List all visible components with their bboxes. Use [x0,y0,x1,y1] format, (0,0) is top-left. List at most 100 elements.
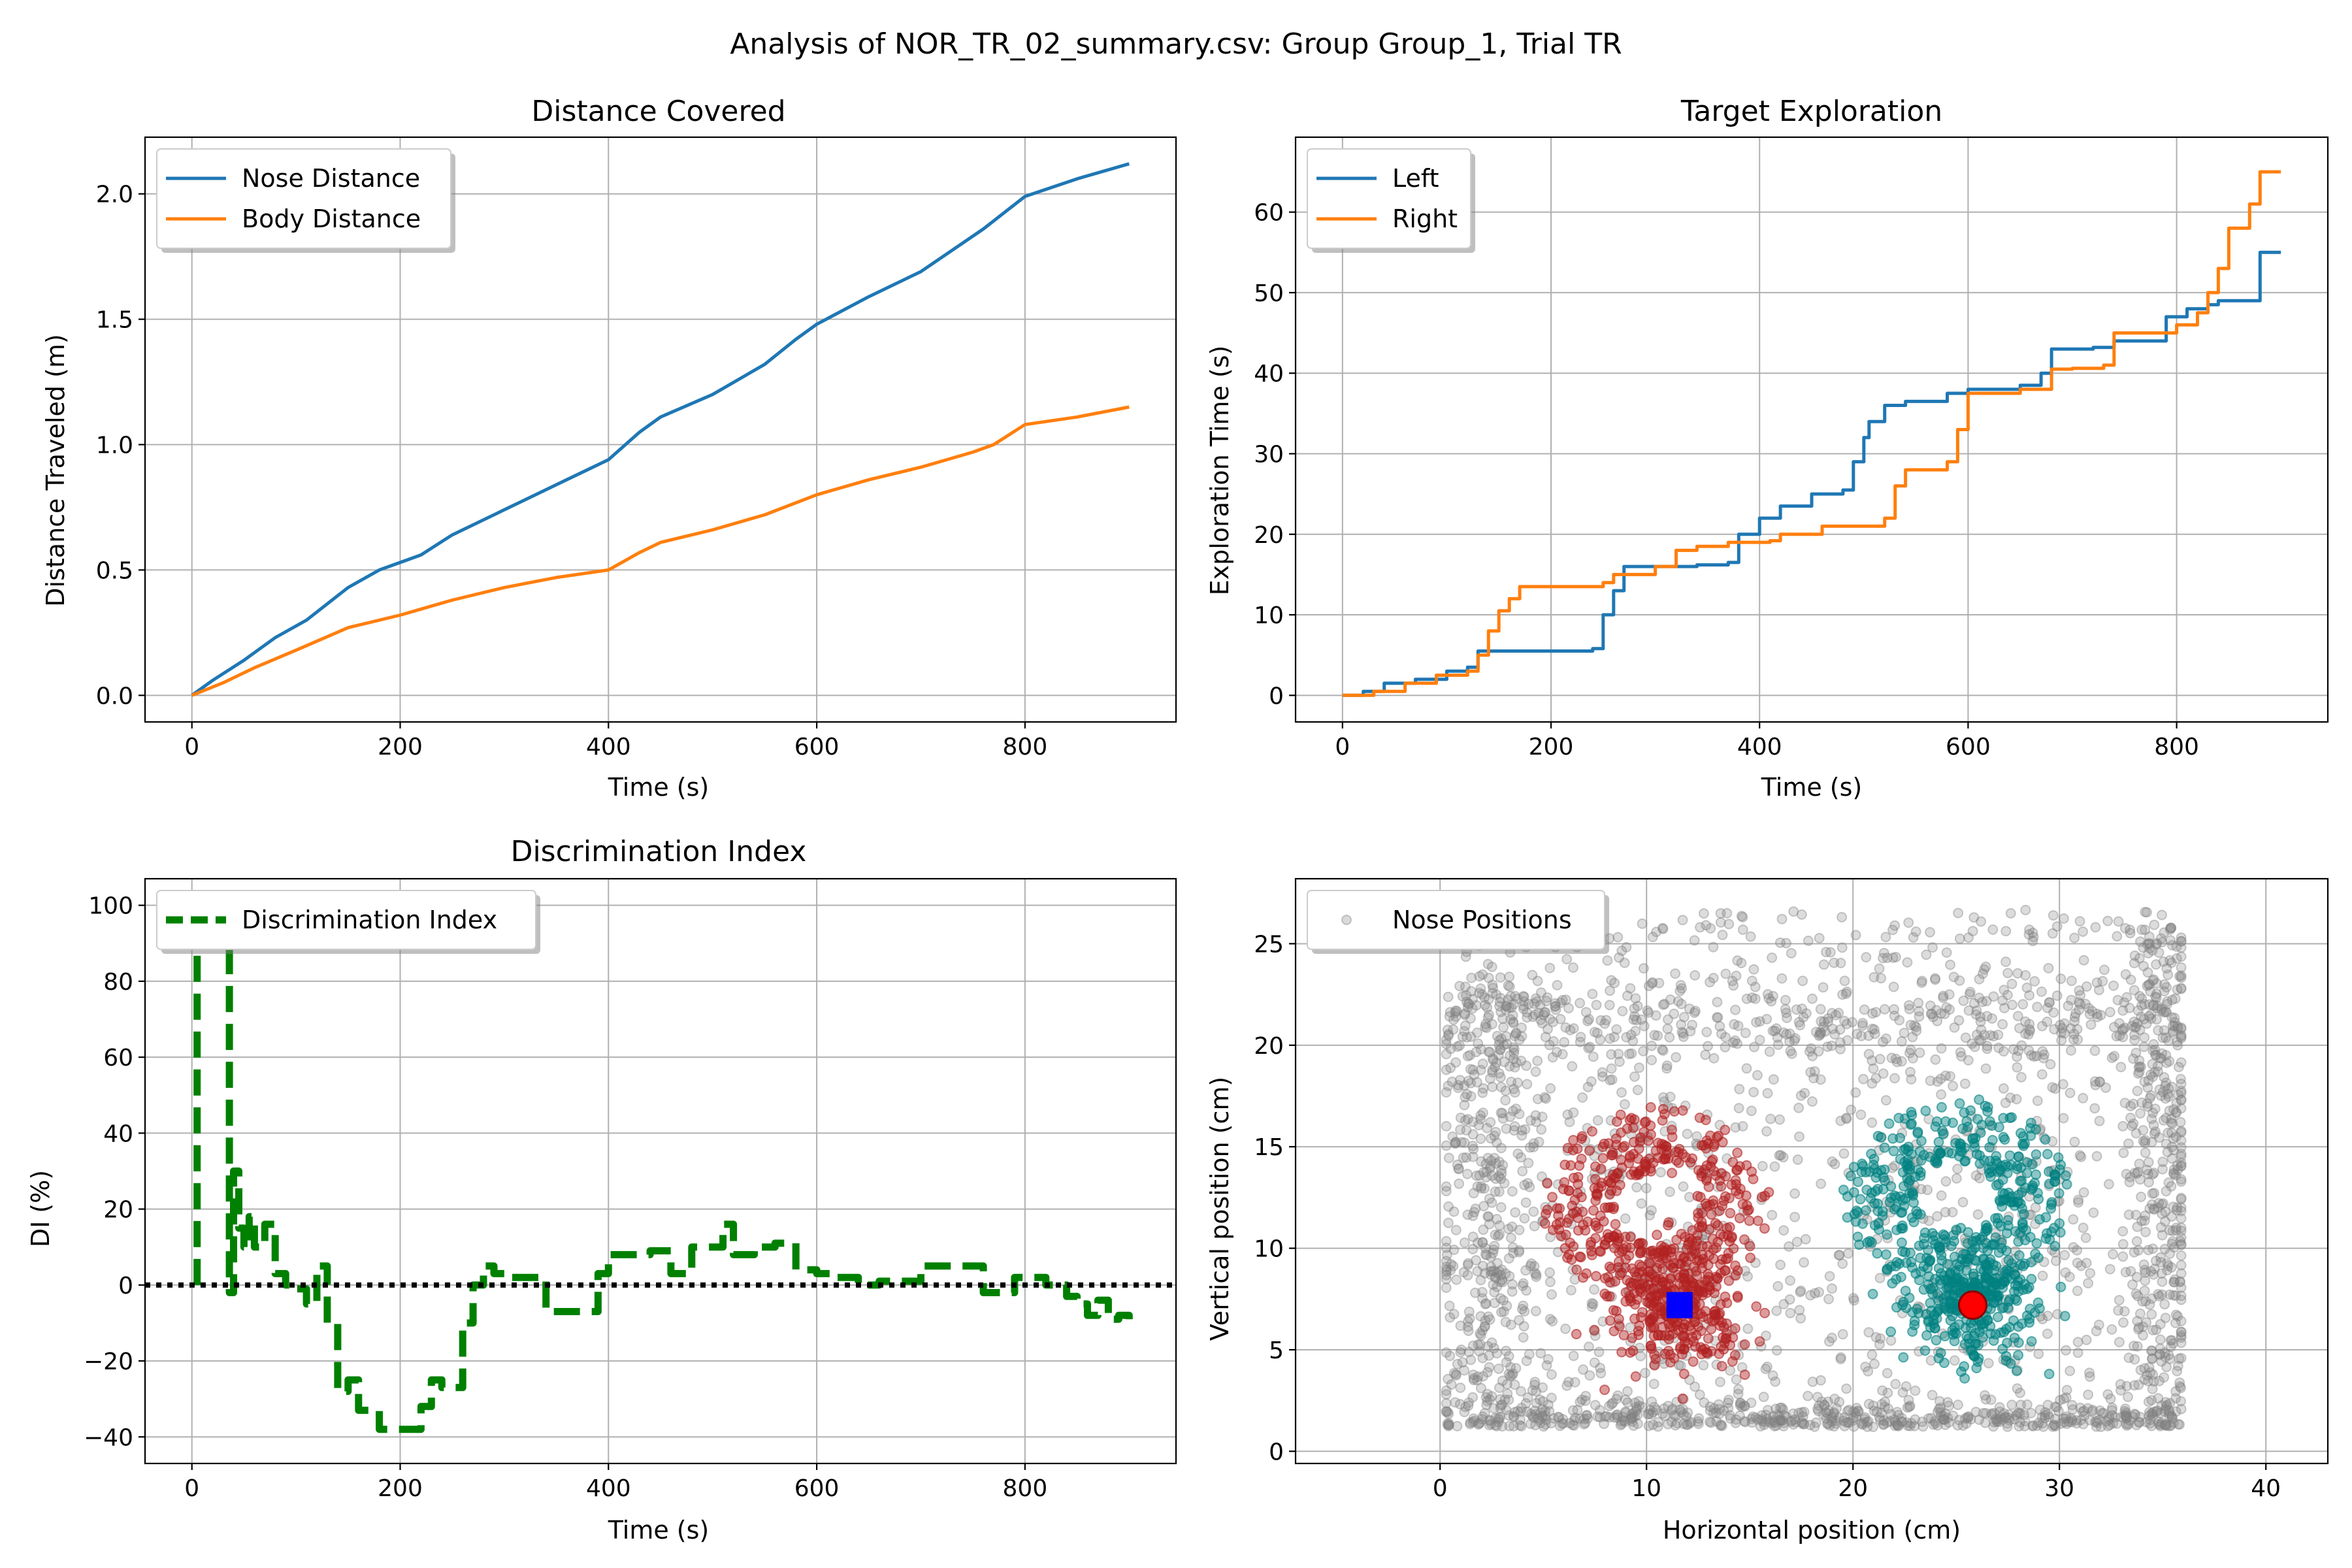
nose-position-point [2148,999,2159,1010]
nose-position-point [1553,1411,1563,1422]
nose-position-point [1486,961,1497,972]
nose-position-point [1441,1282,1452,1293]
nose-position-point [2090,1079,2101,1090]
nose-position-point [1629,1411,1640,1422]
target-exploration-point [1754,1336,1765,1347]
target-exploration-point [1680,1152,1691,1163]
nose-position-point [1678,1031,1689,1042]
nose-position-point [2176,972,2187,983]
nose-position-point [1612,932,1624,943]
nose-position-point [1989,1417,2000,1428]
nose-position-point [1839,975,1850,987]
target-exploration-point [1739,1339,1750,1350]
nose-position-point [1508,1411,1519,1422]
nose-position-point [1690,1381,1701,1392]
target-exploration-point [1639,1126,1650,1137]
target-exploration-point [1959,1339,1970,1350]
nose-position-point [1746,1105,1757,1117]
nose-position-point [2149,1103,2161,1115]
nose-position-point [1804,1046,1815,1057]
target-exploration-point [1616,1347,1627,1358]
axes-frame [1294,136,2329,723]
nose-position-point [1927,942,1938,953]
nose-position-point [1597,1071,1608,1082]
target-exploration-point [1963,1121,1974,1132]
nose-position-point [1880,1396,1891,1407]
nose-position-point [2069,1016,2080,1027]
target-exploration-point [1650,1289,1661,1300]
nose-position-point [1592,1028,1603,1039]
nose-position-point [2065,1365,2076,1377]
nose-position-point [2150,1126,2161,1137]
nose-position-point [2172,1036,2183,1047]
y-tick-label: 25 [1254,931,1284,958]
nose-position-point [1890,1379,1901,1390]
nose-position-point [1775,1260,1786,1270]
nose-position-point [1878,1419,1889,1429]
nose-position-point [2132,1221,2143,1232]
nose-position-point [2129,985,2140,996]
nose-position-point [1863,1416,1874,1427]
target-exploration-point [1967,1134,1978,1145]
nose-position-point [1516,1403,1527,1413]
nose-position-point [1484,1362,1495,1373]
target-exploration-point [2017,1217,2028,1228]
target-exploration-point [1947,1311,1958,1322]
nose-position-point [2005,1092,2016,1103]
nose-position-point [1473,1038,1484,1049]
target-exploration-point [1542,1178,1553,1189]
target-exploration-point [1568,1241,1579,1252]
nose-position-point [2176,1149,2187,1160]
nose-position-point [1488,1343,1499,1354]
nose-position-point [1797,1416,1808,1428]
nose-position-point [2163,970,2174,980]
nose-position-point [1538,1421,1549,1432]
nose-position-point [1756,1410,1767,1421]
nose-position-point [2143,1245,2154,1256]
nose-position-point [2121,992,2132,1003]
nose-position-point [2000,1098,2011,1109]
nose-position-point [2153,1418,2164,1429]
x-tick-label: 800 [2154,734,2199,760]
y-tick-label: 10 [1254,602,1284,629]
nose-position-point [2148,1369,2159,1380]
nose-position-point [1737,1120,1748,1132]
nose-position-point [2176,1232,2187,1243]
nose-position-point [2176,1194,2187,1205]
nose-position-point [1957,1197,1968,1207]
nose-position-point [1704,1416,1715,1428]
nose-position-point [1962,1412,1973,1422]
nose-position-point [1445,1259,1456,1269]
nose-position-point [1647,977,1658,988]
nose-position-point [2131,1288,2142,1299]
nose-position-point [2173,1062,2184,1073]
nose-position-point [1504,1061,1515,1072]
nose-position-point [1484,1218,1495,1230]
nose-position-point [2155,1222,2166,1233]
nose-position-point [2151,939,2162,950]
nose-position-point [1465,1418,1476,1429]
nose-position-point [1628,1014,1639,1025]
target-exploration-point [1547,1192,1558,1203]
nose-position-point [1960,1032,1971,1043]
nose-position-point [2162,1147,2173,1158]
target-exploration-point [1630,1371,1641,1382]
target-exploration-point [1958,1249,1969,1260]
target-exploration-point [2040,1212,2051,1223]
target-exploration-point [1622,1275,1633,1286]
target-exploration-point [1907,1326,1918,1337]
nose-position-point [1448,1014,1459,1025]
nose-position-point [1483,1211,1494,1222]
nose-position-point [1682,1419,1693,1430]
nose-position-point [1495,1071,1506,1083]
target-exploration-point [1895,1132,1906,1143]
nose-position-point [1560,1022,1571,1033]
nose-position-point [1891,1056,1903,1068]
target-exploration-point [1574,1251,1585,1262]
nose-position-point [1463,998,1475,1009]
target-exploration-point [1652,1230,1663,1241]
nose-position-point [2072,1337,2083,1348]
nose-position-point [2172,1365,2183,1377]
nose-position-point [1494,1364,1504,1374]
nose-position-point [2006,979,2017,989]
